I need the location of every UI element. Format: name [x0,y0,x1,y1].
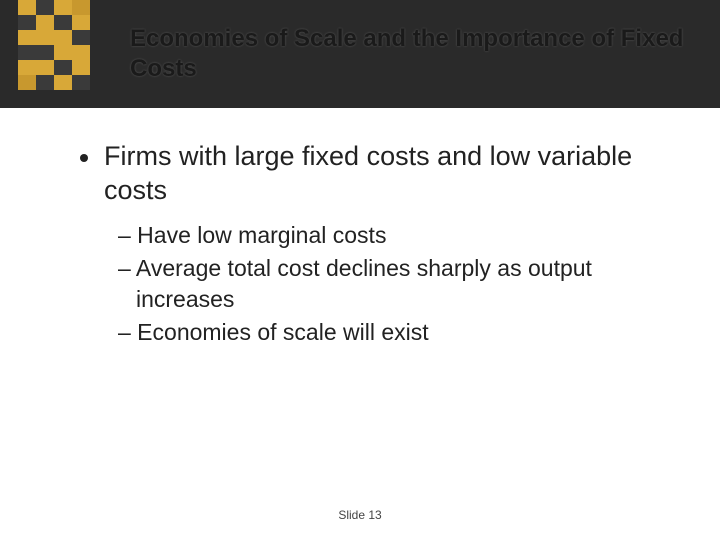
header-band: Economies of Scale and the Importance of… [0,0,720,108]
logo-cell [18,0,36,15]
main-bullet-row: Firms with large fixed costs and low var… [80,140,670,208]
logo-cell [72,45,90,60]
logo-cell [54,45,72,60]
logo-cell [54,60,72,75]
logo-block [18,0,90,90]
logo-cell [36,15,54,30]
logo-cell [36,75,54,90]
slide-title: Economies of Scale and the Importance of… [130,24,690,84]
logo-cell [54,15,72,30]
logo-cell [18,15,36,30]
logo-cell [72,15,90,30]
logo-cell [18,30,36,45]
sub-bullet-item: – Average total cost declines sharply as… [118,253,670,315]
logo-cell [36,0,54,15]
main-bullet-text: Firms with large fixed costs and low var… [104,140,670,208]
logo-cell [36,45,54,60]
sub-bullet-item: – Have low marginal costs [118,220,670,251]
logo-cell [18,60,36,75]
logo-cell [18,75,36,90]
sub-bullet-item: – Economies of scale will exist [118,317,670,348]
logo-cell [36,30,54,45]
slide-content: Firms with large fixed costs and low var… [0,108,720,348]
logo-cell [72,0,90,15]
logo-cell [72,75,90,90]
sub-bullet-list: – Have low marginal costs– Average total… [118,220,670,348]
slide-footer: Slide 13 [0,508,720,522]
logo-cell [18,45,36,60]
logo-cell [72,60,90,75]
logo-cell [54,75,72,90]
bullet-dot [80,154,88,162]
logo-cell [72,30,90,45]
logo-cell [36,60,54,75]
logo-cell [54,0,72,15]
logo-cell [54,30,72,45]
